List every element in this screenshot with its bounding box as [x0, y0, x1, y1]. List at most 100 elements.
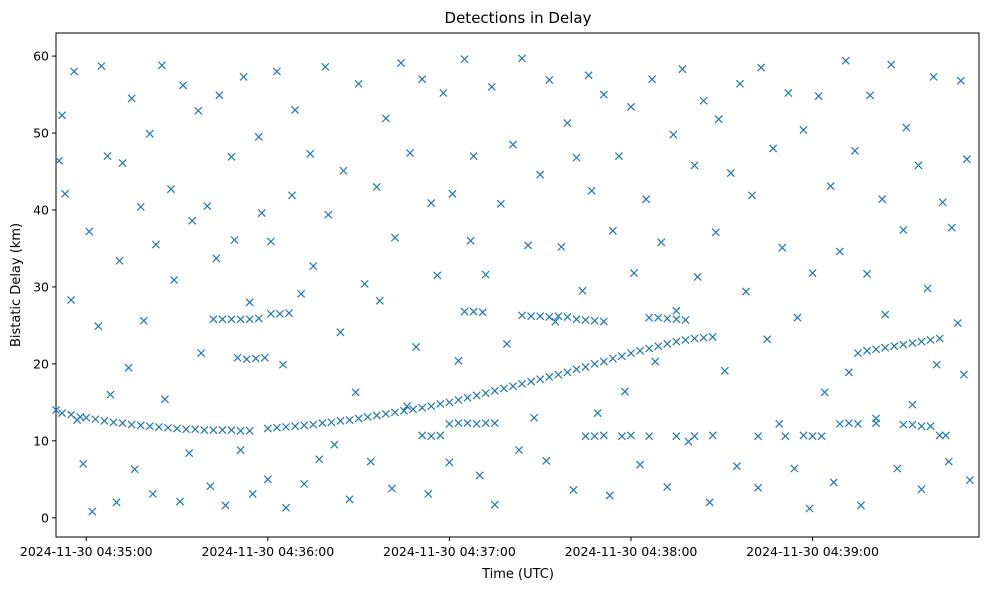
- data-point: [726, 169, 735, 178]
- x-tick-label: 2024-11-30 04:38:00: [565, 544, 698, 559]
- plot-area: [55, 32, 980, 538]
- data-point: [545, 312, 554, 321]
- data-point: [554, 370, 563, 379]
- data-point: [176, 497, 185, 506]
- data-point: [263, 424, 272, 433]
- data-point: [51, 406, 61, 415]
- data-point: [288, 191, 297, 200]
- data-point: [844, 368, 853, 377]
- data-point: [654, 342, 663, 351]
- data-point: [360, 279, 369, 288]
- data-point: [230, 235, 239, 245]
- data-point: [330, 440, 339, 449]
- x-axis: 2024-11-30 04:35:00 2024-11-30 04:36:00 20…: [20, 537, 879, 559]
- data-point: [260, 353, 269, 362]
- data-point: [166, 185, 176, 194]
- y-tick-label: 40: [33, 202, 49, 217]
- data-point: [663, 482, 672, 492]
- data-point: [209, 315, 218, 324]
- data-point: [899, 340, 908, 349]
- data-point: [112, 498, 121, 507]
- data-point: [508, 382, 517, 391]
- data-point: [309, 262, 318, 271]
- data-point: [669, 130, 678, 139]
- data-point: [590, 359, 599, 368]
- data-point: [835, 247, 844, 256]
- data-point: [248, 489, 257, 498]
- data-point: [881, 343, 890, 352]
- data-point: [829, 478, 838, 487]
- data-point: [681, 315, 690, 325]
- data-point: [693, 272, 702, 281]
- data-point: [530, 413, 539, 422]
- data-point: [487, 82, 496, 91]
- data-point: [708, 332, 717, 341]
- data-point: [427, 432, 436, 441]
- data-point: [935, 334, 944, 343]
- data-point: [427, 199, 436, 208]
- data-point: [853, 419, 862, 428]
- data-point: [878, 195, 887, 204]
- data-point: [757, 63, 766, 72]
- data-point: [893, 464, 902, 473]
- data-point: [157, 61, 166, 70]
- data-point: [956, 76, 965, 85]
- data-point: [645, 313, 654, 322]
- data-point: [203, 202, 212, 211]
- data-point: [935, 431, 944, 440]
- data-point: [645, 432, 654, 441]
- data-point: [381, 409, 390, 418]
- data-point: [490, 386, 499, 395]
- data-point: [578, 286, 587, 295]
- data-point: [672, 432, 681, 441]
- data-point: [472, 419, 481, 428]
- data-point: [266, 309, 275, 318]
- data-point: [227, 315, 236, 324]
- data-point: [769, 144, 778, 153]
- x-axis-label: Time (UTC): [481, 567, 554, 582]
- data-point: [926, 422, 935, 431]
- data-point: [61, 189, 70, 198]
- chart-title: Detections in Delay: [445, 9, 592, 27]
- data-point: [281, 422, 291, 431]
- data-point: [923, 284, 932, 293]
- x-tick-label: 2024-11-30 04:36:00: [201, 544, 334, 559]
- data-point: [97, 62, 106, 71]
- data-point: [194, 106, 203, 115]
- data-point: [872, 414, 881, 423]
- data-point: [460, 55, 469, 64]
- data-points: [51, 54, 974, 516]
- data-point: [499, 384, 508, 393]
- data-point: [227, 426, 236, 435]
- data-point: [817, 432, 826, 441]
- data-point: [272, 67, 281, 76]
- data-point: [130, 465, 139, 474]
- data-point: [908, 400, 917, 409]
- data-point: [502, 339, 511, 348]
- data-point: [636, 346, 645, 355]
- data-point: [917, 485, 926, 494]
- data-point: [236, 315, 245, 324]
- data-point: [663, 339, 672, 348]
- data-point: [808, 269, 817, 278]
- data-point: [200, 426, 209, 435]
- data-point: [396, 58, 406, 68]
- data-point: [663, 314, 672, 323]
- y-axis: 0 10 20 30 40 50 60: [33, 49, 56, 525]
- data-point: [118, 159, 127, 168]
- data-point: [654, 313, 663, 322]
- data-point: [399, 406, 409, 415]
- data-point: [448, 189, 457, 198]
- data-point: [732, 462, 741, 471]
- data-point: [390, 408, 399, 417]
- data-point: [218, 315, 227, 324]
- data-point: [587, 186, 596, 195]
- data-point: [124, 363, 133, 372]
- data-point: [681, 335, 690, 345]
- data-point: [536, 375, 545, 384]
- data-point: [863, 269, 872, 278]
- data-point: [741, 287, 751, 296]
- data-point: [908, 420, 917, 429]
- data-point: [572, 315, 581, 324]
- data-point: [306, 149, 315, 158]
